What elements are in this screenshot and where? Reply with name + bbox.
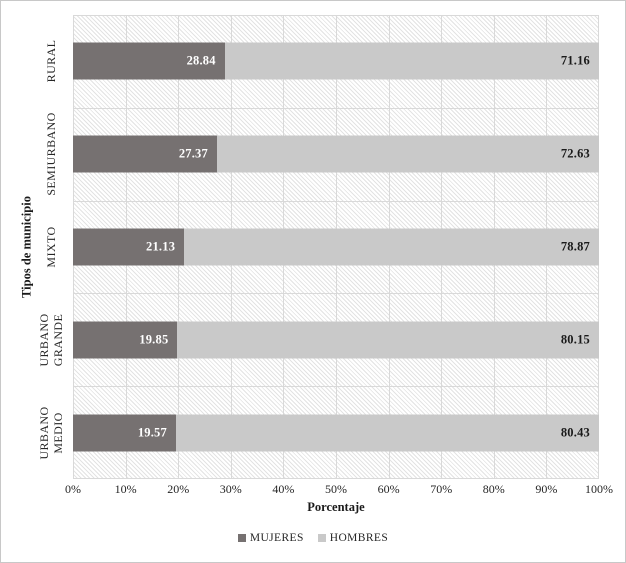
legend-label-hombres: HOMBRES: [329, 532, 389, 544]
value-label-mujeres: 27.37: [178, 146, 208, 161]
legend-item-hombres: HOMBRES: [317, 532, 389, 544]
x-tick-label: 10%: [114, 482, 137, 496]
category-label: URBANO MEDIO: [37, 406, 65, 460]
bar-segment-mujeres: 19.85: [73, 321, 178, 359]
bar-segment-mujeres: 28.84: [73, 42, 225, 80]
bar-segment-hombres: 72.63: [216, 135, 599, 173]
x-tick-label: 90%: [535, 482, 558, 496]
category-label: SEMIURBANO: [44, 112, 59, 196]
bar-segment-mujeres: 19.57: [73, 414, 176, 452]
bar-row: 28.84 71.16: [73, 42, 599, 80]
bar-row: 27.37 72.63: [73, 135, 599, 173]
legend: MUJERES HOMBRES: [1, 532, 625, 544]
x-tick-label: 100%: [585, 482, 613, 496]
legend-swatch-hombres-icon: [317, 534, 326, 542]
bar-segment-hombres: 80.15: [177, 321, 599, 359]
bar-segment-mujeres: 21.13: [73, 228, 185, 266]
x-tick-label: 30%: [219, 482, 242, 496]
x-tick-label: 50%: [325, 482, 347, 496]
x-tick-label: 70%: [430, 482, 453, 496]
x-axis: 0% 10% 20% 30% 40% 50% 60% 70% 80% 90% 100%: [65, 482, 613, 497]
value-label-hombres: 80.15: [560, 332, 590, 347]
bar-segment-hombres: 80.43: [175, 414, 599, 452]
value-label-hombres: 78.87: [560, 239, 590, 254]
x-tick-label: 20%: [167, 482, 190, 496]
legend-label-mujeres: MUJERES: [249, 532, 304, 544]
category-axis: RURAL SEMIURBANO MIXTO URBANO GRANDE URBANO …: [1, 15, 73, 479]
x-tick-label: 0%: [65, 482, 81, 496]
value-label-mujeres: 28.84: [186, 53, 216, 68]
x-tick-label: 60%: [377, 482, 400, 496]
legend-swatch-mujeres-icon: [237, 534, 246, 542]
value-label-mujeres: 19.85: [139, 332, 169, 347]
x-tick-label: 40%: [272, 482, 295, 496]
value-label-mujeres: 19.57: [137, 425, 167, 440]
bar-row: 19.85 80.15: [73, 321, 599, 359]
value-label-hombres: 71.16: [560, 53, 590, 68]
category-label: MIXTO: [44, 226, 59, 268]
value-label-hombres: 80.43: [560, 425, 590, 440]
value-label-mujeres: 21.13: [146, 239, 176, 254]
plot-area: 28.84 71.16 27.37 72.63 21.13 78.87 19.85 80.15…: [73, 15, 599, 479]
bar-row: 21.13 78.87: [73, 228, 599, 266]
category-label: RURAL: [44, 40, 59, 83]
bar-row: 19.57 80.43: [73, 414, 599, 452]
bar-segment-hombres: 78.87: [184, 228, 599, 266]
value-label-hombres: 72.63: [560, 146, 590, 161]
bar-segment-hombres: 71.16: [224, 42, 599, 80]
bar-segment-mujeres: 27.37: [73, 135, 217, 173]
legend-item-mujeres: MUJERES: [237, 532, 304, 544]
category-label: URBANO GRANDE: [37, 313, 65, 367]
x-tick-label: 80%: [482, 482, 505, 496]
x-axis-title: Porcentaje: [307, 500, 365, 514]
